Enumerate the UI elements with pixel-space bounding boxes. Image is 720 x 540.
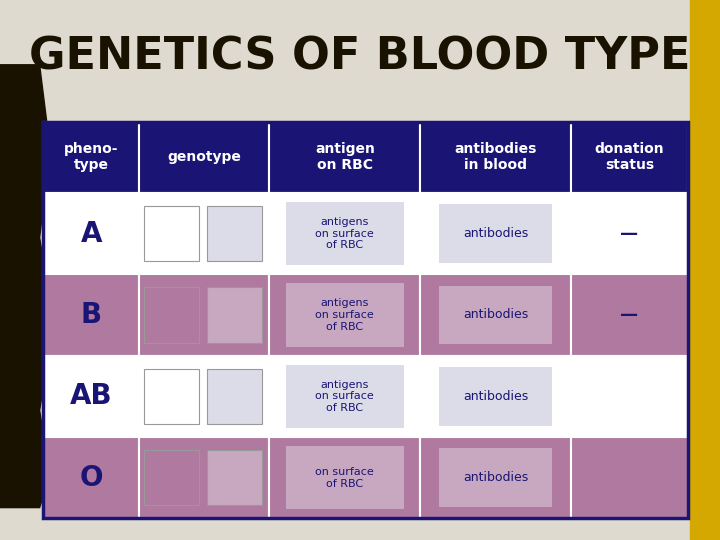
FancyBboxPatch shape	[207, 287, 261, 343]
FancyBboxPatch shape	[269, 193, 420, 274]
FancyBboxPatch shape	[286, 202, 404, 265]
FancyBboxPatch shape	[145, 369, 199, 424]
FancyBboxPatch shape	[439, 448, 552, 507]
FancyBboxPatch shape	[145, 450, 199, 505]
FancyBboxPatch shape	[139, 274, 269, 356]
FancyBboxPatch shape	[43, 356, 139, 437]
FancyBboxPatch shape	[207, 369, 261, 424]
Text: antigens
on surface
of RBC: antigens on surface of RBC	[315, 217, 374, 250]
Text: antibodies: antibodies	[463, 390, 528, 403]
Text: O: O	[79, 464, 103, 492]
FancyBboxPatch shape	[571, 437, 688, 518]
Text: antigens
on surface
of RBC: antigens on surface of RBC	[315, 299, 374, 332]
FancyBboxPatch shape	[269, 122, 420, 193]
FancyBboxPatch shape	[286, 364, 404, 428]
Text: GENETICS OF BLOOD TYPE: GENETICS OF BLOOD TYPE	[30, 35, 690, 78]
FancyBboxPatch shape	[420, 122, 571, 193]
FancyBboxPatch shape	[43, 274, 139, 356]
FancyBboxPatch shape	[145, 206, 199, 261]
Text: AB: AB	[70, 382, 112, 410]
FancyBboxPatch shape	[269, 356, 420, 437]
Text: antigens
on surface
of RBC: antigens on surface of RBC	[315, 380, 374, 413]
Text: on surface
of RBC: on surface of RBC	[315, 467, 374, 489]
FancyBboxPatch shape	[269, 274, 420, 356]
FancyBboxPatch shape	[139, 356, 269, 437]
FancyBboxPatch shape	[207, 450, 261, 505]
FancyBboxPatch shape	[139, 193, 269, 274]
FancyBboxPatch shape	[439, 286, 552, 345]
FancyBboxPatch shape	[139, 122, 269, 193]
FancyBboxPatch shape	[571, 356, 688, 437]
Text: antibodies: antibodies	[463, 308, 528, 321]
Polygon shape	[690, 0, 720, 540]
FancyBboxPatch shape	[286, 446, 404, 509]
FancyBboxPatch shape	[420, 193, 571, 274]
Text: pheno-
type: pheno- type	[64, 142, 118, 172]
FancyBboxPatch shape	[269, 437, 420, 518]
FancyBboxPatch shape	[43, 122, 139, 193]
FancyBboxPatch shape	[439, 204, 552, 263]
FancyBboxPatch shape	[43, 437, 139, 518]
Text: antibodies: antibodies	[463, 471, 528, 484]
FancyBboxPatch shape	[571, 274, 688, 356]
Text: antigen
on RBC: antigen on RBC	[315, 142, 375, 172]
Text: —: —	[620, 306, 639, 324]
FancyBboxPatch shape	[439, 367, 552, 426]
FancyBboxPatch shape	[139, 437, 269, 518]
FancyBboxPatch shape	[571, 122, 688, 193]
FancyBboxPatch shape	[286, 284, 404, 347]
Text: antibodies: antibodies	[463, 227, 528, 240]
Text: —: —	[620, 225, 639, 242]
Text: antibodies
in blood: antibodies in blood	[454, 142, 537, 172]
FancyBboxPatch shape	[571, 193, 688, 274]
FancyBboxPatch shape	[145, 287, 199, 343]
FancyBboxPatch shape	[420, 274, 571, 356]
FancyBboxPatch shape	[43, 193, 139, 274]
Text: donation
status: donation status	[595, 142, 664, 172]
Text: A: A	[81, 220, 102, 248]
FancyBboxPatch shape	[420, 356, 571, 437]
FancyBboxPatch shape	[207, 206, 261, 261]
Text: B: B	[81, 301, 102, 329]
Polygon shape	[0, 65, 54, 508]
Text: genotype: genotype	[167, 150, 241, 164]
FancyBboxPatch shape	[420, 437, 571, 518]
